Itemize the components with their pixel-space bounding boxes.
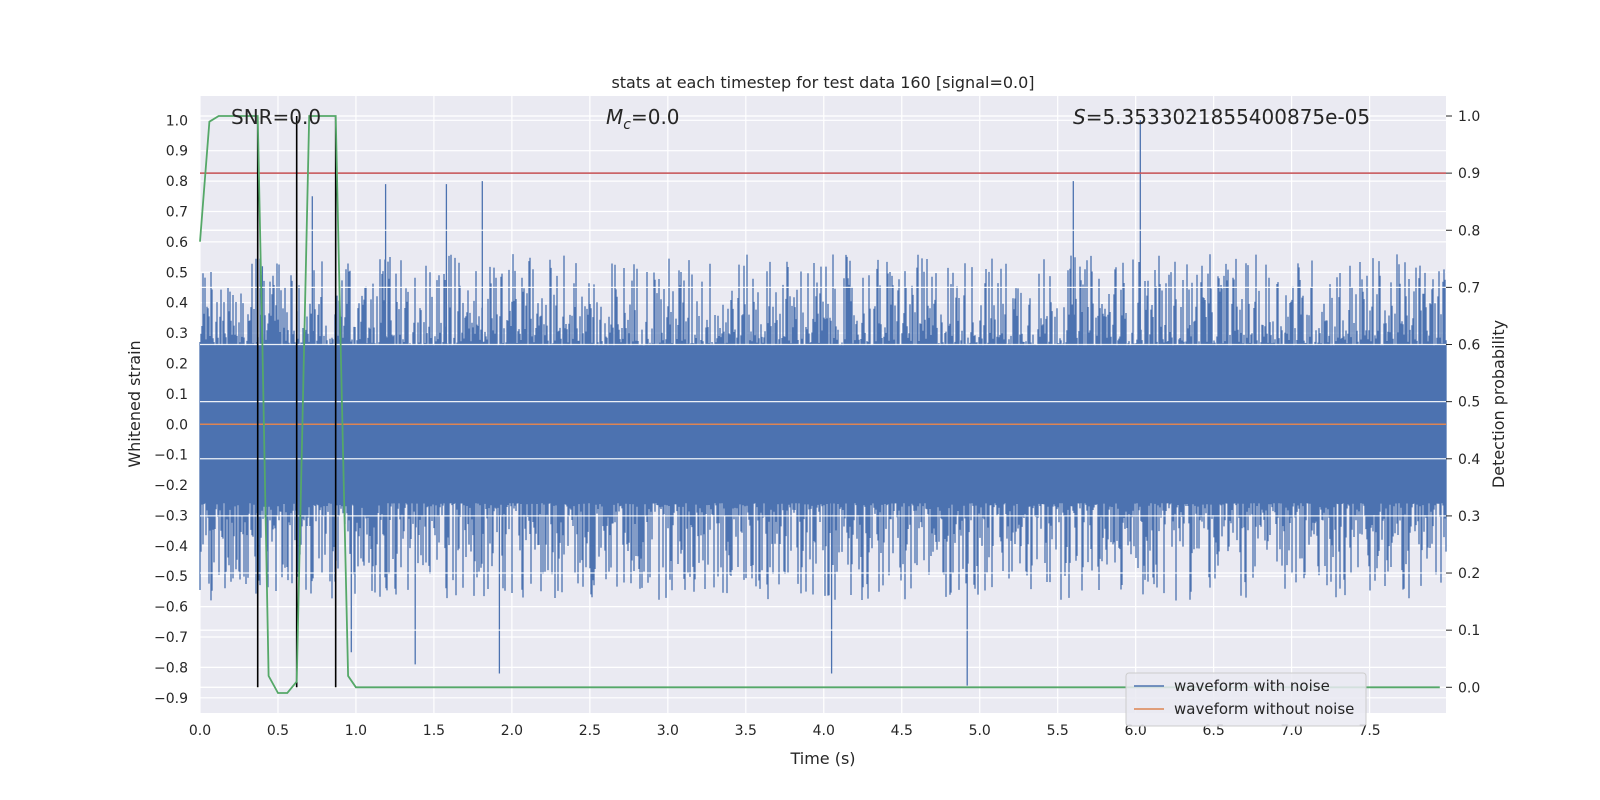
y-tick-label-right: 0.3 bbox=[1458, 509, 1480, 525]
detection-probability-line bbox=[199, 115, 1440, 694]
x-tick-label: 5.0 bbox=[969, 723, 991, 739]
x-tick-label: 6.5 bbox=[1203, 723, 1225, 739]
x-ticks: 0.0 0.5 1.0 1.5 2.0 2.5 3.0 3.5 4.0 4.5 5.0 5.5 6.0 6… bbox=[189, 723, 1381, 739]
x-tick-label: 4.5 bbox=[891, 723, 913, 739]
legend-label-with-noise: waveform with noise bbox=[1174, 677, 1330, 695]
y-tick-label-right: 0.0 bbox=[1458, 680, 1480, 696]
mc-annotation: Mc=0.0 bbox=[606, 105, 680, 133]
y-tick-label-left: 0.5 bbox=[166, 265, 188, 281]
y-tick-label-right: 0.2 bbox=[1458, 566, 1480, 582]
y-tick-label-left: −0.4 bbox=[154, 539, 188, 555]
y-tick-label-left: 0.3 bbox=[166, 326, 188, 342]
y-tick-label-left: −0.7 bbox=[154, 630, 188, 646]
y-tick-label-right: 0.5 bbox=[1458, 395, 1480, 411]
y-tick-label-left: −0.6 bbox=[154, 600, 188, 616]
y-ticks-right: 0.0 0.1 0.2 0.3 0.4 0.5 0.6 0.7 0.8 0.9 1.0 bbox=[1446, 109, 1480, 696]
x-tick-label: 3.0 bbox=[657, 723, 679, 739]
y-axis-label-left: Whitened strain bbox=[125, 340, 144, 467]
legend-label-without-noise: waveform without noise bbox=[1174, 700, 1354, 718]
y-tick-label-left: 0.1 bbox=[166, 387, 188, 403]
s-value: =5.3533021855400875e-05 bbox=[1086, 105, 1370, 129]
y-tick-label-left: −0.8 bbox=[154, 660, 188, 676]
y-tick-label-left: 0.2 bbox=[166, 356, 188, 372]
mc-symbol: M bbox=[606, 105, 623, 129]
y-tick-label-right: 0.9 bbox=[1458, 166, 1480, 182]
y-tick-label-left: −0.2 bbox=[154, 478, 188, 494]
y-tick-label-left: 0.9 bbox=[166, 144, 188, 160]
mc-subscript: c bbox=[623, 117, 631, 133]
y-tick-label-right: 0.4 bbox=[1458, 452, 1480, 468]
mc-value: =0.0 bbox=[631, 105, 680, 129]
legend-box bbox=[1125, 672, 1367, 727]
y-tick-label-right: 0.7 bbox=[1458, 280, 1480, 296]
x-tick-label: 2.5 bbox=[579, 723, 601, 739]
y-tick-label-left: 0.6 bbox=[166, 235, 188, 251]
y-axis-label-right: Detection probability bbox=[1489, 320, 1508, 488]
y-tick-label-right: 0.1 bbox=[1458, 623, 1480, 639]
x-axis-label: Time (s) bbox=[789, 749, 855, 768]
y-tick-label-left: −0.5 bbox=[154, 569, 188, 585]
y-tick-label-left: −0.1 bbox=[154, 448, 188, 464]
x-tick-label: 0.5 bbox=[267, 723, 289, 739]
y-tick-label-right: 1.0 bbox=[1458, 109, 1480, 125]
x-tick-label: 5.5 bbox=[1047, 723, 1069, 739]
x-tick-label: 7.0 bbox=[1280, 723, 1302, 739]
x-tick-label: 4.0 bbox=[813, 723, 835, 739]
x-tick-label: 2.0 bbox=[501, 723, 523, 739]
y-tick-label-right: 0.6 bbox=[1458, 338, 1480, 354]
y-tick-label-left: 0.8 bbox=[166, 174, 188, 190]
y-ticks-left: −0.9 −0.8 −0.7 −0.6 −0.5 −0.4 −0.3 −0.2 −0.1 0.0 0… bbox=[154, 113, 188, 706]
x-tick-label: 1.5 bbox=[423, 723, 445, 739]
x-tick-label: 3.5 bbox=[735, 723, 757, 739]
y-tick-label-left: −0.3 bbox=[154, 508, 188, 524]
x-tick-label: 6.0 bbox=[1125, 723, 1147, 739]
y-tick-label-left: 0.7 bbox=[166, 204, 188, 220]
s-symbol: S bbox=[1073, 105, 1086, 129]
x-tick-label: 0.0 bbox=[189, 723, 211, 739]
y-tick-label-right: 0.8 bbox=[1458, 223, 1480, 239]
overlays bbox=[199, 115, 1446, 694]
y-tick-label-left: −0.9 bbox=[154, 691, 188, 707]
x-tick-label: 1.0 bbox=[345, 723, 367, 739]
y-tick-label-left: 0.0 bbox=[166, 417, 188, 433]
snr-annotation: SNR=0.0 bbox=[231, 105, 321, 129]
s-annotation: S=5.3533021855400875e-05 bbox=[1073, 105, 1370, 129]
y-tick-label-left: 0.4 bbox=[166, 296, 188, 312]
legend: waveform with noise waveform without noi… bbox=[1125, 672, 1367, 727]
chart-title: stats at each timestep for test data 160… bbox=[611, 73, 1034, 92]
y-tick-label-left: 1.0 bbox=[166, 113, 188, 129]
x-tick-label: 7.5 bbox=[1358, 723, 1380, 739]
